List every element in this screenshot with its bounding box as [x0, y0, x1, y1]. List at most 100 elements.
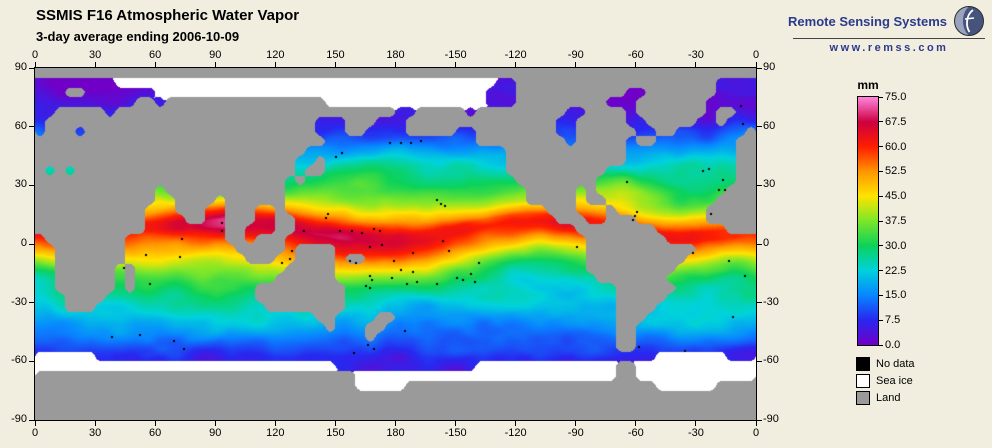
lon-tick-bottom [274, 421, 276, 426]
page-subtitle: 3-day average ending 2006-10-09 [36, 29, 240, 44]
colorbar-tick-label: 37.5 [885, 215, 907, 227]
lon-tick-bottom [515, 421, 517, 426]
lon-tick-label-bottom: -90 [567, 427, 584, 439]
lat-tick-right [757, 419, 762, 421]
lat-tick-label-left: -60 [11, 354, 27, 367]
lon-tick-bottom [575, 421, 577, 426]
lon-tick-bottom [755, 421, 757, 426]
lat-tick-label-right: 90 [763, 61, 776, 73]
lat-tick-label-right: -30 [763, 295, 779, 308]
lon-tick-label-top: 120 [266, 49, 285, 61]
colorbar-frame [857, 96, 879, 346]
lon-tick-bottom [154, 421, 156, 426]
lon-tick-label-bottom: 30 [88, 427, 102, 439]
lat-tick-right [757, 126, 762, 128]
lat-tick-label-left: -30 [11, 295, 27, 308]
lon-tick-label-bottom: -30 [687, 427, 704, 439]
lon-tick-bottom [695, 421, 697, 426]
globe-icon [953, 5, 985, 37]
colorbar-units: mm [857, 78, 879, 92]
lat-tick-label-right: -60 [763, 354, 779, 367]
colorbar-tick [879, 195, 883, 197]
lat-tick-label-left: 0 [20, 237, 27, 249]
lat-tick-label-left: 90 [14, 61, 27, 73]
lat-tick-right [757, 184, 762, 186]
lon-tick-label-top: 0 [752, 49, 760, 61]
legend-item-land: Land [856, 390, 915, 405]
lat-tick-label-right: 60 [763, 119, 776, 132]
colorbar-tick [879, 245, 883, 247]
lon-tick-label-bottom: 90 [209, 427, 222, 439]
lon-tick-label-bottom: 150 [326, 427, 345, 439]
lon-tick-bottom [214, 421, 216, 426]
lat-tick-right [757, 67, 762, 69]
colorbar-tick [879, 146, 883, 148]
legend-item-sea-ice: Sea ice [856, 373, 915, 388]
lon-tick-label-bottom: 60 [149, 427, 162, 439]
remss-logo: Remote Sensing Systems www.remss.com [788, 5, 985, 54]
map-legend: No data Sea ice Land [856, 356, 915, 408]
lon-tick-bottom [395, 421, 396, 426]
lon-tick-label-top: 150 [326, 49, 345, 61]
lon-tick-label-top: -90 [567, 49, 584, 61]
colorbar-tick-label: 45.0 [885, 190, 907, 203]
lon-tick-label-top: 60 [149, 49, 162, 61]
colorbar-tick-label: 7.5 [885, 314, 901, 327]
logo-row: Remote Sensing Systems [788, 5, 985, 37]
colorbar-tick-label: 0.0 [885, 339, 901, 351]
lat-tick-label-right: 0 [763, 237, 770, 249]
logo-text: Remote Sensing Systems [788, 13, 947, 29]
lat-tick-label-right: -90 [763, 413, 779, 425]
land-swatch [856, 390, 870, 405]
colorbar-tick [879, 344, 883, 346]
logo-divider [793, 38, 985, 39]
colorbar-tick [879, 319, 883, 321]
lat-tick-label-left: 30 [14, 178, 27, 191]
lon-tick-label-top: -60 [627, 49, 644, 61]
lon-tick-bottom [94, 421, 96, 426]
lon-tick-label-bottom: 180 [386, 427, 405, 439]
lat-tick-right [757, 360, 762, 362]
lon-tick-bottom [635, 421, 637, 426]
lon-tick-bottom [455, 421, 457, 426]
lon-tick-bottom [334, 421, 336, 426]
sea-ice-label: Sea ice [876, 374, 913, 387]
colorbar-tick-label: 22.5 [885, 264, 907, 277]
colorbar-tick-label: 15.0 [885, 289, 907, 302]
lon-tick-label-bottom: 0 [31, 427, 39, 439]
lat-tick-right [757, 243, 762, 245]
lon-tick-label-top: 90 [209, 49, 222, 61]
land-label: Land [876, 391, 901, 404]
colorbar-tick-label: 75.0 [885, 91, 907, 103]
no-data-swatch [856, 356, 870, 371]
lon-tick-label-top: 30 [88, 49, 102, 61]
lat-tick-label-left: 60 [14, 119, 27, 132]
colorbar-tick [879, 170, 883, 172]
legend-item-no-data: No data [856, 356, 915, 371]
sea-ice-swatch [856, 373, 870, 388]
lon-tick-label-bottom: 120 [266, 427, 285, 439]
lon-tick-label-bottom: -150 [444, 427, 467, 439]
lon-tick-label-bottom: 0 [752, 427, 760, 439]
world-water-vapor-map [35, 68, 756, 420]
colorbar-tick [879, 294, 883, 296]
lon-tick-label-top: -120 [504, 49, 527, 61]
colorbar-gradient [858, 97, 878, 345]
no-data-label: No data [876, 357, 915, 370]
lon-tick-bottom [34, 421, 36, 426]
colorbar-tick [879, 270, 883, 272]
lon-tick-label-top: 180 [386, 49, 405, 61]
logo-url-text: www.remss.com [829, 42, 949, 54]
lon-tick-label-bottom: -60 [627, 427, 644, 439]
lat-tick-right [757, 302, 762, 304]
lon-tick-label-top: -30 [687, 49, 704, 61]
colorbar-tick-label: 60.0 [885, 140, 907, 153]
lon-tick-label-top: 0 [31, 49, 39, 61]
lon-tick-label-bottom: -120 [504, 427, 527, 439]
colorbar-tick-label: 52.5 [885, 165, 907, 178]
lat-tick-label-right: 30 [763, 178, 776, 191]
lon-tick-label-top: -150 [444, 49, 467, 61]
colorbar-tick [879, 96, 883, 98]
colorbar-tick [879, 121, 883, 123]
